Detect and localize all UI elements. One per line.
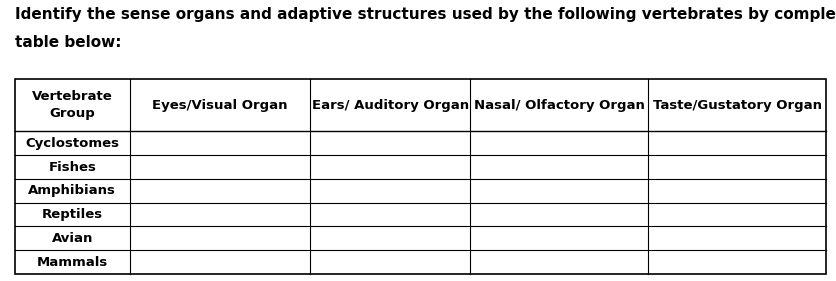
Text: Mammals: Mammals — [37, 256, 108, 269]
Text: table below:: table below: — [15, 35, 121, 50]
Text: Taste/Gustatory Organ: Taste/Gustatory Organ — [653, 99, 822, 112]
Text: Vertebrate
Group: Vertebrate Group — [32, 90, 113, 120]
Bar — [15, 79, 826, 274]
Text: Avian: Avian — [52, 232, 93, 245]
Text: Nasal/ Olfactory Organ: Nasal/ Olfactory Organ — [474, 99, 645, 112]
Text: Cyclostomes: Cyclostomes — [25, 137, 120, 150]
Text: Amphibians: Amphibians — [28, 184, 116, 197]
Text: Identify the sense organs and adaptive structures used by the following vertebra: Identify the sense organs and adaptive s… — [15, 7, 836, 22]
Text: Ears/ Auditory Organ: Ears/ Auditory Organ — [312, 99, 469, 112]
Text: Fishes: Fishes — [48, 160, 96, 174]
Text: Reptiles: Reptiles — [42, 208, 103, 221]
Text: Eyes/Visual Organ: Eyes/Visual Organ — [152, 99, 288, 112]
